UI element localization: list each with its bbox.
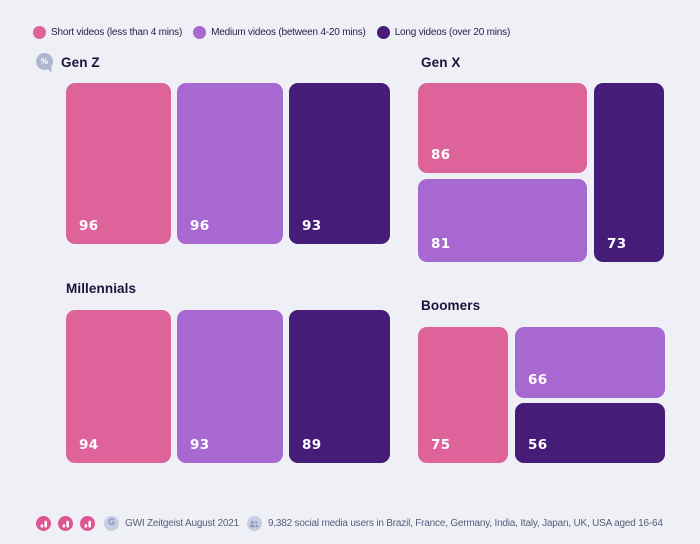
group-title-gen-x: Gen X <box>421 55 461 70</box>
bar-value: 56 <box>528 437 548 453</box>
legend-label-long: Long videos (over 20 mins) <box>394 27 511 38</box>
bar-gen-z-medium: 96 <box>177 83 283 244</box>
bar-value: 75 <box>431 437 451 453</box>
bar-millennials-medium: 93 <box>177 310 283 463</box>
bar-value: 96 <box>190 218 210 234</box>
bar-millennials-long: 89 <box>289 310 390 463</box>
bar-boomers-medium: 66 <box>515 327 665 398</box>
bar-gen-z-short: 96 <box>66 83 171 244</box>
legend-dot-short-icon <box>33 26 46 39</box>
gwi-logo-icon: G <box>104 516 119 531</box>
bar-value: 93 <box>302 218 322 234</box>
bar-chart-badge-icon <box>80 516 95 531</box>
legend-item-long: Long videos (over 20 mins) <box>376 26 511 39</box>
bar-millennials-short: 94 <box>66 310 171 463</box>
bar-value: 86 <box>431 147 451 163</box>
percent-bubble-icon: % <box>36 53 53 70</box>
footer: G GWI Zeitgeist August 2021 9,382 social… <box>36 516 663 531</box>
bar-value: 94 <box>79 437 99 453</box>
bar-value: 73 <box>607 236 627 252</box>
bar-chart-badge-icon <box>58 516 73 531</box>
legend-label-medium: Medium videos (between 4-20 mins) <box>211 27 366 38</box>
bar-value: 81 <box>431 236 451 252</box>
group-title-boomers: Boomers <box>421 298 481 313</box>
bar-value: 66 <box>528 372 548 388</box>
legend-item-medium: Medium videos (between 4-20 mins) <box>193 26 366 39</box>
group-title-gen-z: Gen Z <box>61 55 100 70</box>
group-title-millennials: Millennials <box>66 281 137 296</box>
users-icon <box>246 516 262 531</box>
gwi-logo-glyph: G <box>107 518 116 528</box>
sample-label: 9,382 social media users in Brazil, Fran… <box>267 518 663 529</box>
bar-boomers-short: 75 <box>418 327 508 463</box>
bar-gen-x-long: 73 <box>594 83 664 262</box>
source-label: GWI Zeitgeist August 2021 <box>125 518 239 529</box>
bar-boomers-long: 56 <box>515 403 665 463</box>
bar-gen-x-short: 86 <box>418 83 587 173</box>
bar-gen-z-long: 93 <box>289 83 390 244</box>
legend-dot-medium-icon <box>193 26 207 39</box>
bar-value: 96 <box>79 218 99 234</box>
bar-gen-x-medium: 81 <box>418 179 587 262</box>
legend-dot-long-icon <box>376 26 390 39</box>
legend: Short videos (less than 4 mins) Medium v… <box>33 26 510 39</box>
bar-value: 93 <box>190 437 210 453</box>
legend-item-short: Short videos (less than 4 mins) <box>33 26 182 39</box>
legend-label-short: Short videos (less than 4 mins) <box>51 27 183 38</box>
bar-chart-badge-icon <box>36 516 51 531</box>
bar-value: 89 <box>302 437 322 453</box>
